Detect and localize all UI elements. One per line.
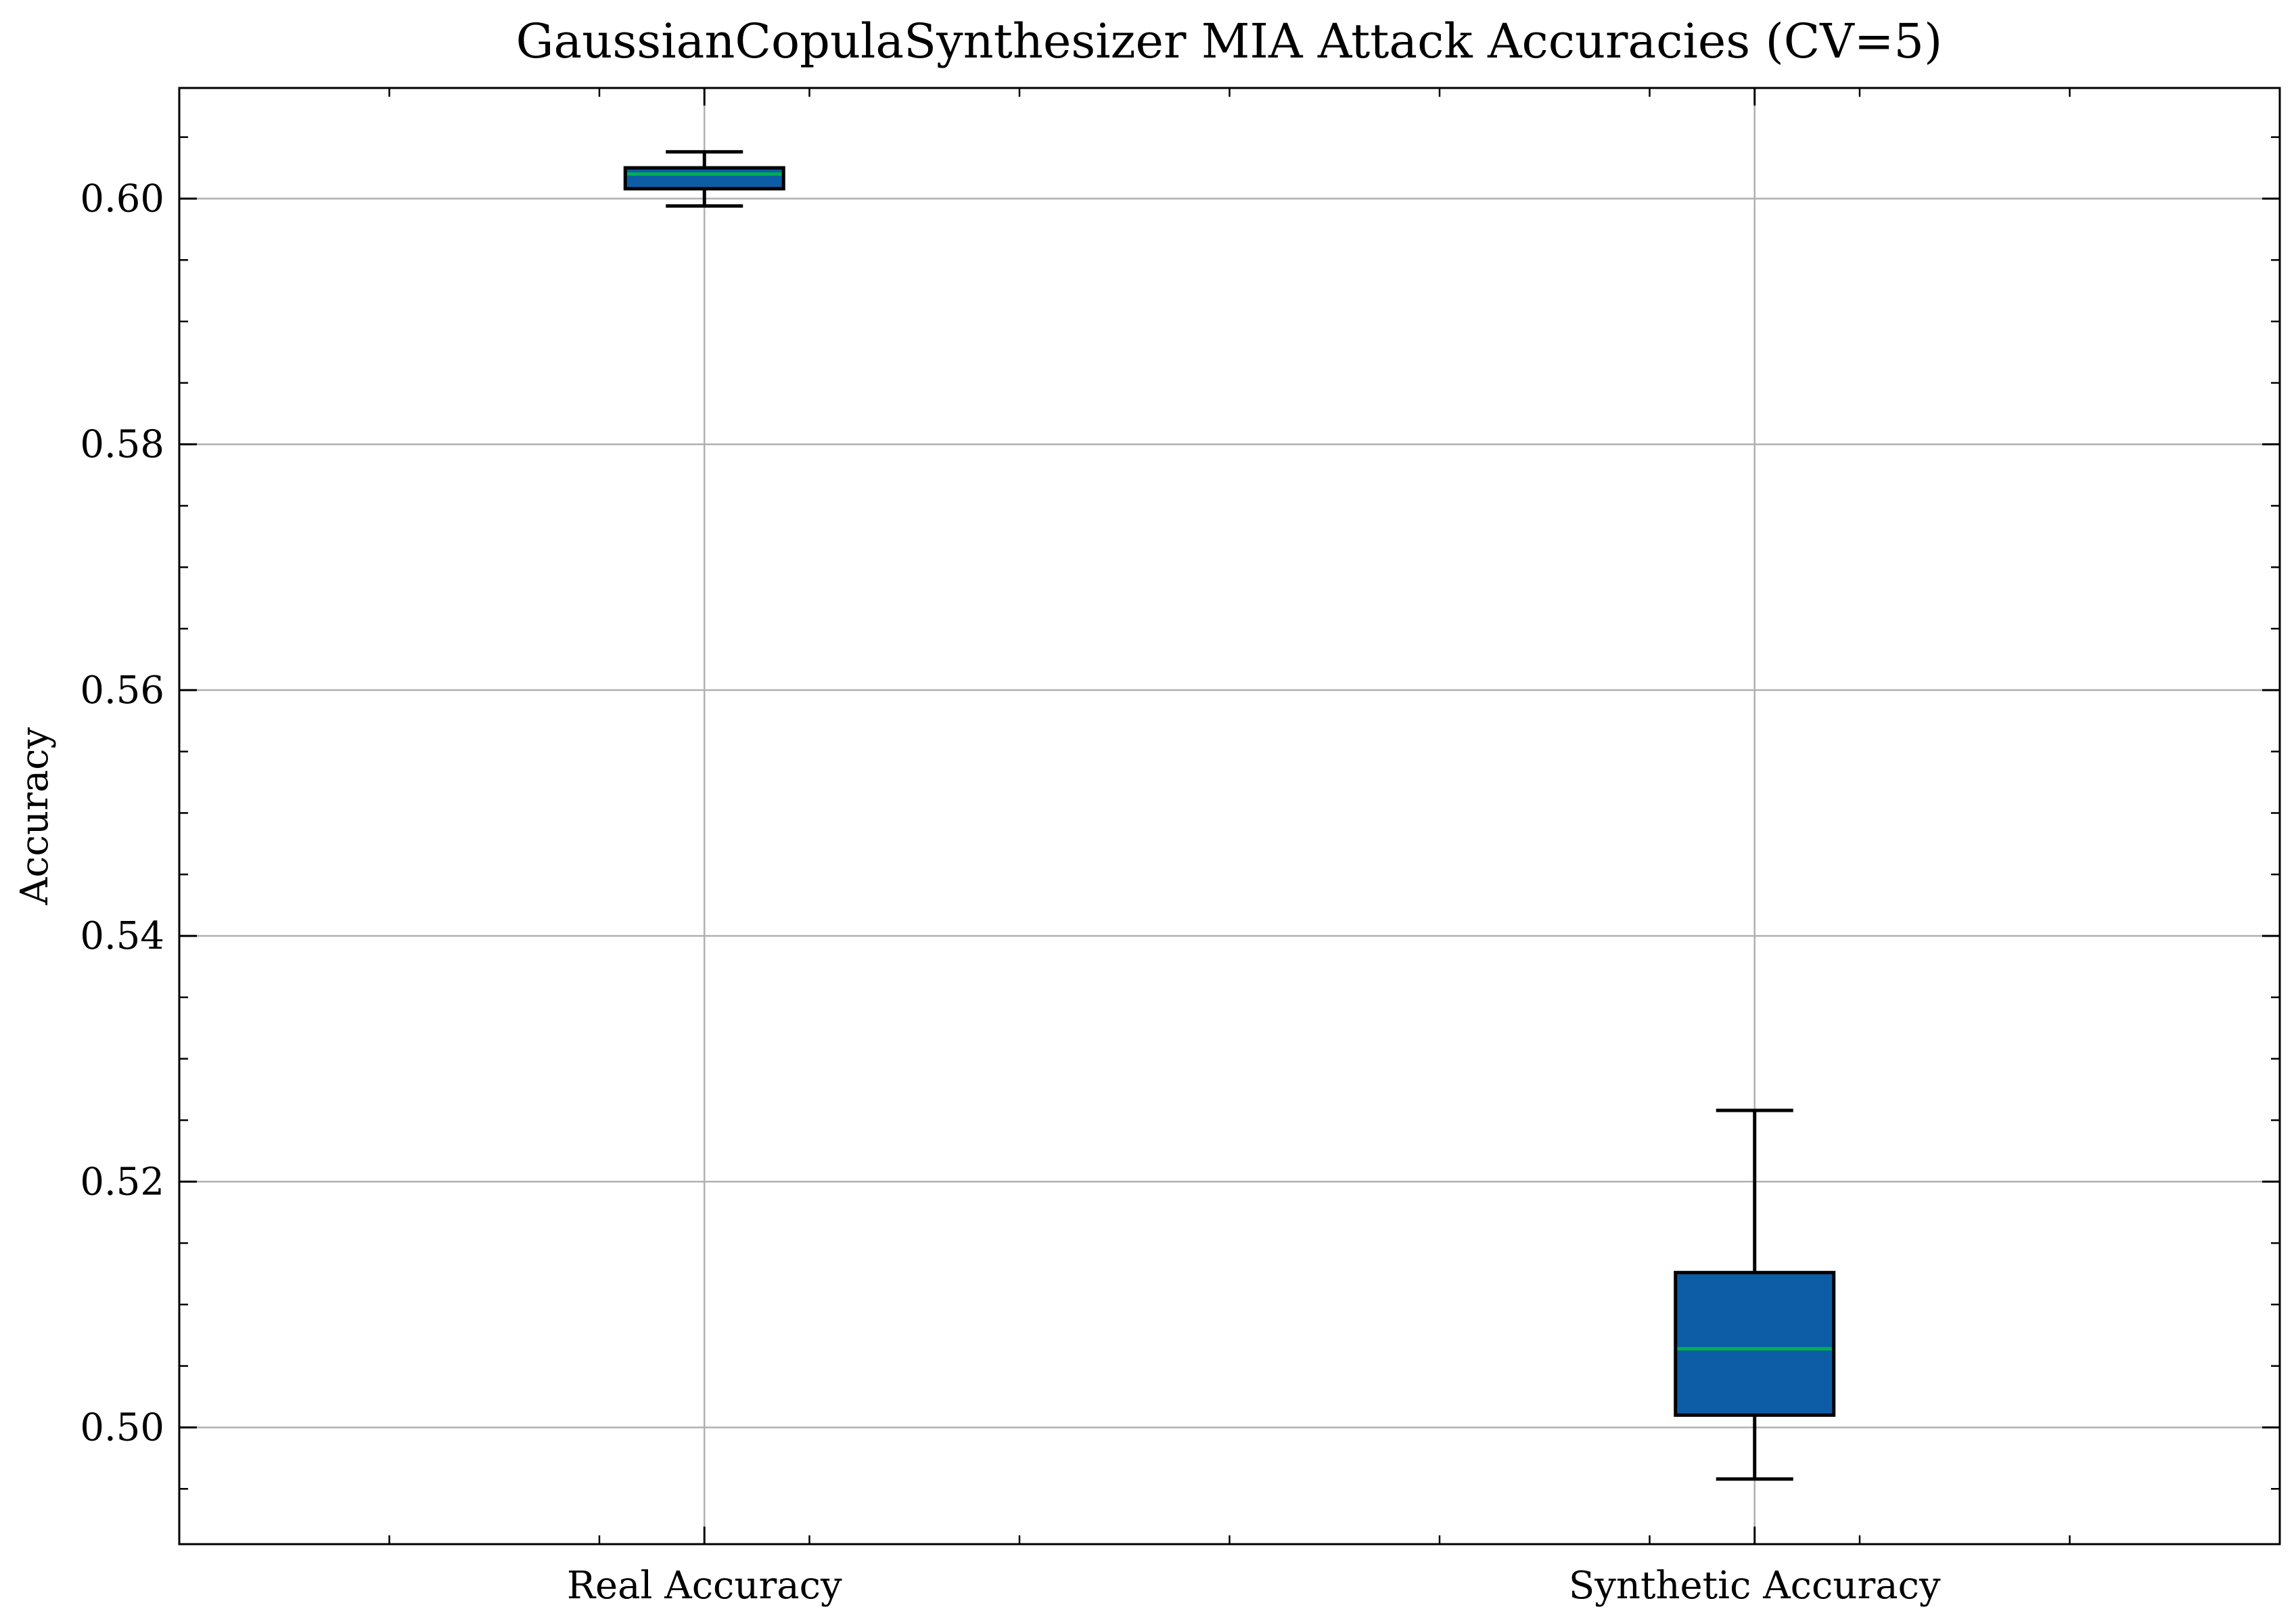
tick-labels: 0.50 0.52 0.54 0.56 0.58 0.60 Real Accuracy Syn…: [80, 177, 1941, 1608]
y-axis-title: Accuracy: [13, 727, 57, 905]
chart-title: GaussianCopulaSynthesizer MIA Attack Acc…: [516, 14, 1943, 69]
x-tick-label: Synthetic Accuracy: [1569, 1564, 1941, 1608]
y-tick-label: 0.60: [80, 177, 164, 221]
grid: [179, 88, 2280, 1544]
plot-frame: [178, 87, 2281, 1546]
box-synthetic-accuracy: [1674, 1108, 1836, 1481]
y-tick-label: 0.56: [80, 669, 164, 713]
box-iqr: [623, 166, 785, 191]
y-tick-label: 0.58: [80, 423, 164, 467]
x-tick-label: Real Accuracy: [567, 1564, 842, 1608]
y-tick-label: 0.50: [80, 1405, 164, 1449]
box-iqr: [1674, 1271, 1836, 1417]
box-real-accuracy: [623, 150, 785, 208]
boxes: [623, 150, 1836, 1481]
y-tick-label: 0.54: [80, 914, 164, 958]
ticks: [179, 88, 2280, 1544]
y-tick-label: 0.52: [80, 1160, 164, 1204]
